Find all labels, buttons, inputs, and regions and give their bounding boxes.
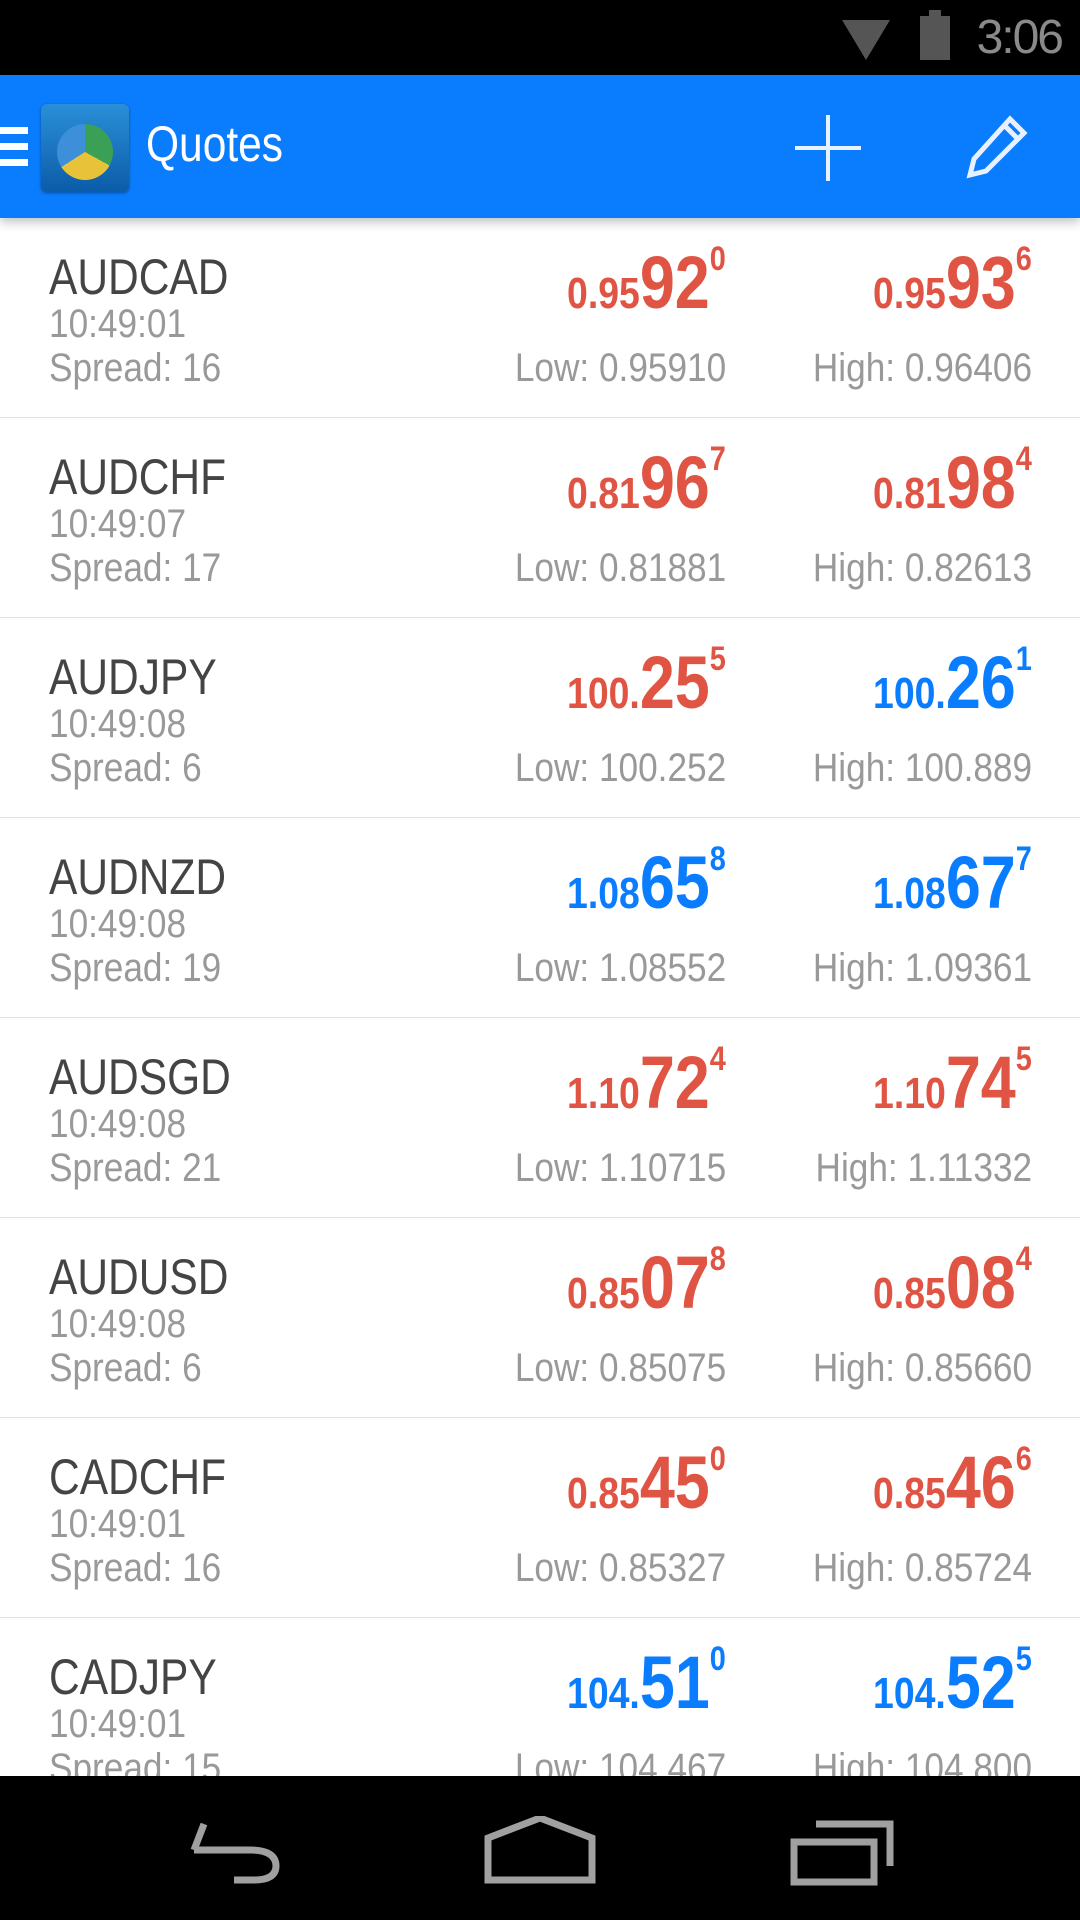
status-time: 3:06	[976, 11, 1064, 64]
quote-time: 10:49:01	[49, 302, 187, 346]
ask-price: 0.95936	[873, 240, 1032, 324]
app-logo[interactable]	[41, 104, 129, 192]
quote-row[interactable]: AUDNZD 10:49:08 Spread: 19 1.08658 1.0867…	[0, 818, 1080, 1018]
quote-time: 10:49:01	[49, 1702, 187, 1746]
high: High: 1.11332	[815, 1146, 1032, 1190]
app-bar: Quotes	[0, 75, 1080, 218]
add-symbol-button[interactable]	[795, 115, 861, 181]
page-title: Quotes	[146, 116, 284, 172]
low: Low: 0.95910	[514, 346, 726, 390]
high: High: 0.82613	[812, 546, 1032, 590]
low: Low: 0.81881	[514, 546, 726, 590]
symbol: AUDSGD	[49, 1049, 231, 1105]
ask-price: 0.81984	[873, 440, 1032, 524]
bid-price: 0.95920	[567, 240, 726, 324]
bid-price: 1.08658	[567, 840, 726, 924]
battery-icon	[920, 10, 950, 60]
high: High: 100.889	[812, 746, 1032, 790]
low: Low: 1.10715	[514, 1146, 726, 1190]
spread: Spread: 15	[49, 1746, 222, 1776]
quote-time: 10:49:07	[49, 502, 187, 546]
low: Low: 100.252	[514, 746, 726, 790]
quote-time: 10:49:08	[49, 1102, 187, 1146]
quote-row[interactable]: AUDCAD 10:49:01 Spread: 16 0.95920 0.9593…	[0, 218, 1080, 418]
high: High: 104.800	[812, 1746, 1032, 1776]
quote-time: 10:49:01	[49, 1502, 187, 1546]
symbol: AUDJPY	[49, 649, 217, 705]
symbol: AUDCHF	[49, 449, 227, 505]
ask-price: 1.10745	[873, 1040, 1032, 1124]
quote-time: 10:49:08	[49, 1302, 187, 1346]
bid-price: 104.510	[567, 1640, 726, 1724]
status-bar: 3:06	[0, 0, 1080, 75]
spread: Spread: 16	[49, 346, 222, 390]
spread: Spread: 21	[49, 1146, 222, 1190]
bid-price: 0.85078	[567, 1240, 726, 1324]
low: Low: 1.08552	[514, 946, 726, 990]
high: High: 1.09361	[812, 946, 1032, 990]
bid-price: 1.10724	[567, 1040, 726, 1124]
bid-price: 100.255	[567, 640, 726, 724]
spread: Spread: 17	[49, 546, 222, 590]
quote-row[interactable]: AUDSGD 10:49:08 Spread: 21 1.10724 1.1074…	[0, 1018, 1080, 1218]
symbol: AUDNZD	[49, 849, 227, 905]
low: Low: 0.85075	[514, 1346, 726, 1390]
spread: Spread: 16	[49, 1546, 222, 1590]
high: High: 0.96406	[812, 346, 1032, 390]
wifi-icon	[842, 20, 890, 60]
nav-bar	[0, 1776, 1080, 1920]
quotes-list: AUDCAD 10:49:01 Spread: 16 0.95920 0.9593…	[0, 218, 1080, 1776]
ask-price: 1.08677	[873, 840, 1032, 924]
spread: Spread: 6	[49, 746, 202, 790]
quote-row[interactable]: AUDUSD 10:49:08 Spread: 6 0.85078 0.85084…	[0, 1218, 1080, 1418]
symbol: CADCHF	[49, 1449, 227, 1505]
symbol: AUDUSD	[49, 1249, 229, 1305]
quote-row[interactable]: AUDJPY 10:49:08 Spread: 6 100.255 100.261…	[0, 618, 1080, 818]
quote-row[interactable]: CADCHF 10:49:01 Spread: 16 0.85450 0.8546…	[0, 1418, 1080, 1618]
quote-row[interactable]: CADJPY 10:49:01 Spread: 15 104.510 104.52…	[0, 1618, 1080, 1776]
quote-row[interactable]: AUDCHF 10:49:07 Spread: 17 0.81967 0.8198…	[0, 418, 1080, 618]
spread: Spread: 6	[49, 1346, 202, 1390]
ask-price: 104.525	[873, 1640, 1032, 1724]
ask-price: 100.261	[873, 640, 1032, 724]
spread: Spread: 19	[49, 946, 222, 990]
ask-price: 0.85084	[873, 1240, 1032, 1324]
symbol: CADJPY	[49, 1649, 217, 1705]
bid-price: 0.81967	[567, 440, 726, 524]
back-icon[interactable]	[190, 1816, 290, 1886]
quote-time: 10:49:08	[49, 702, 187, 746]
ask-price: 0.85466	[873, 1440, 1032, 1524]
quote-time: 10:49:08	[49, 902, 187, 946]
low: Low: 104.467	[514, 1746, 726, 1776]
menu-icon[interactable]	[0, 127, 28, 167]
edit-icon[interactable]	[960, 113, 1030, 183]
recents-icon[interactable]	[790, 1816, 896, 1886]
home-icon[interactable]	[484, 1816, 596, 1886]
high: High: 0.85660	[812, 1346, 1032, 1390]
symbol: AUDCAD	[49, 249, 229, 305]
bid-price: 0.85450	[567, 1440, 726, 1524]
low: Low: 0.85327	[514, 1546, 726, 1590]
high: High: 0.85724	[812, 1546, 1032, 1590]
